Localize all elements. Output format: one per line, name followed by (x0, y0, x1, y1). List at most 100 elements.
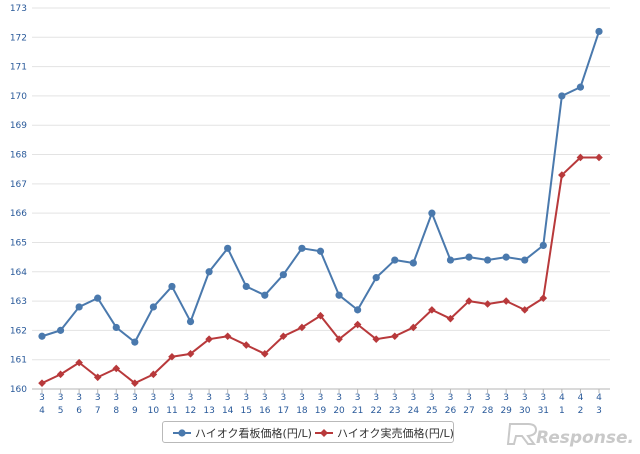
x-tick-label-day: 22 (370, 406, 381, 416)
data-point-series-2 (539, 294, 548, 302)
data-point-series-2 (595, 153, 603, 162)
x-tick-label-day: 4 (39, 406, 45, 416)
x-tick-label-day: 2 (578, 406, 584, 416)
x-tick-label-day: 15 (241, 406, 252, 416)
x-tick-label-month: 3 (466, 393, 472, 403)
data-point-series-1 (131, 338, 139, 346)
x-tick-label-month: 3 (151, 393, 157, 403)
x-tick-label-day: 18 (296, 406, 308, 416)
data-point-series-1 (168, 282, 176, 291)
x-tick-label-day: 1 (559, 406, 565, 416)
data-point-series-2 (372, 335, 380, 343)
data-point-series-2 (298, 323, 306, 332)
x-tick-label-day: 12 (185, 406, 196, 416)
data-point-series-2 (353, 320, 362, 329)
x-tick-label-month: 3 (299, 393, 305, 403)
data-point-series-1 (75, 303, 83, 311)
x-tick-label-month: 4 (559, 393, 565, 403)
data-point-series-1 (224, 244, 232, 252)
x-tick-label-month: 3 (355, 393, 361, 403)
data-point-series-1 (409, 259, 417, 267)
data-point-series-1 (205, 268, 213, 276)
data-point-series-2 (465, 297, 473, 305)
data-point-series-2 (558, 171, 566, 179)
x-tick-label-month: 3 (392, 393, 398, 403)
x-tick-label-month: 4 (596, 393, 602, 403)
x-tick-label-month: 3 (373, 393, 379, 403)
x-tick-label-month: 3 (262, 393, 268, 403)
x-tick-label-day: 31 (538, 406, 549, 416)
series-line-2 (41, 156, 599, 385)
x-tick-label-month: 3 (76, 393, 82, 403)
x-tick-label-month: 3 (58, 393, 64, 403)
y-tick-label: 163 (10, 297, 27, 307)
x-tick-label-day: 13 (203, 406, 214, 416)
data-point-series-2 (576, 153, 585, 162)
data-point-series-2 (428, 306, 436, 314)
x-tick-label-month: 3 (540, 393, 546, 403)
x-tick-label-day: 27 (463, 406, 474, 416)
x-tick-label-month: 3 (485, 393, 491, 403)
x-tick-label-day: 6 (76, 406, 82, 416)
y-tick-label: 168 (10, 151, 27, 161)
data-point-series-1 (372, 274, 380, 282)
x-tick-label-day: 29 (500, 406, 512, 416)
data-point-series-2 (112, 364, 121, 373)
x-tick-label-month: 3 (429, 393, 435, 403)
data-point-series-1 (484, 256, 492, 264)
data-point-series-2 (75, 358, 83, 367)
data-point-series-1 (354, 306, 362, 314)
data-point-series-1 (502, 253, 510, 261)
data-point-series-2 (335, 335, 343, 343)
y-axis: 160 161 162 163 164 165 166 167 168 169 170 171 172 1… (10, 4, 27, 395)
x-tick-label-day: 5 (58, 406, 64, 416)
data-point-series-2 (390, 332, 399, 341)
data-point-series-1 (428, 209, 436, 217)
x-axis: 3435363738393103113123133143153163173183… (39, 389, 602, 416)
x-tick-label-day: 30 (519, 406, 531, 416)
y-tick-label: 167 (10, 180, 27, 190)
y-tick-label: 173 (10, 4, 27, 14)
x-tick-label-day: 26 (445, 406, 457, 416)
data-point-series-2 (316, 311, 325, 320)
x-tick-label-month: 3 (225, 393, 231, 403)
x-tick-label-day: 19 (315, 406, 327, 416)
x-tick-label-month: 3 (410, 393, 416, 403)
y-tick-label: 164 (10, 268, 27, 278)
legend-marker-series-2 (320, 429, 328, 437)
data-point-series-1 (521, 256, 529, 264)
x-tick-label-day: 24 (408, 406, 420, 416)
data-point-series-2 (93, 373, 102, 382)
data-point-series-1 (465, 253, 473, 261)
data-point-series-2 (56, 370, 65, 379)
data-point-series-2 (520, 306, 529, 314)
x-tick-label-day: 3 (596, 406, 602, 416)
x-tick-label-month: 3 (243, 393, 249, 403)
x-tick-label-day: 28 (482, 406, 494, 416)
data-point-series-1 (279, 271, 287, 279)
data-point-series-2 (205, 335, 213, 343)
data-point-series-2 (149, 370, 158, 379)
data-point-series-1 (186, 317, 195, 326)
response-logo: Response. (506, 423, 632, 448)
data-point-series-1 (261, 291, 269, 299)
x-tick-label-month: 3 (132, 393, 138, 403)
series-layer (38, 27, 603, 387)
data-point-series-1 (576, 83, 585, 91)
x-tick-label-day: 8 (113, 406, 119, 416)
y-tick-label: 161 (10, 356, 27, 366)
x-tick-label-day: 20 (333, 406, 345, 416)
x-tick-label-day: 10 (148, 406, 160, 416)
x-tick-label-day: 7 (95, 406, 101, 416)
x-tick-label-month: 4 (578, 393, 584, 403)
data-point-series-2 (279, 332, 288, 341)
data-point-series-2 (186, 350, 195, 358)
x-tick-label-month: 3 (188, 393, 194, 403)
x-tick-label-month: 3 (318, 393, 324, 403)
data-point-series-1 (56, 326, 65, 334)
x-tick-label-day: 23 (389, 406, 400, 416)
x-tick-label-month: 3 (39, 393, 45, 403)
x-tick-label-day: 14 (222, 406, 234, 416)
data-point-series-2 (168, 352, 176, 361)
